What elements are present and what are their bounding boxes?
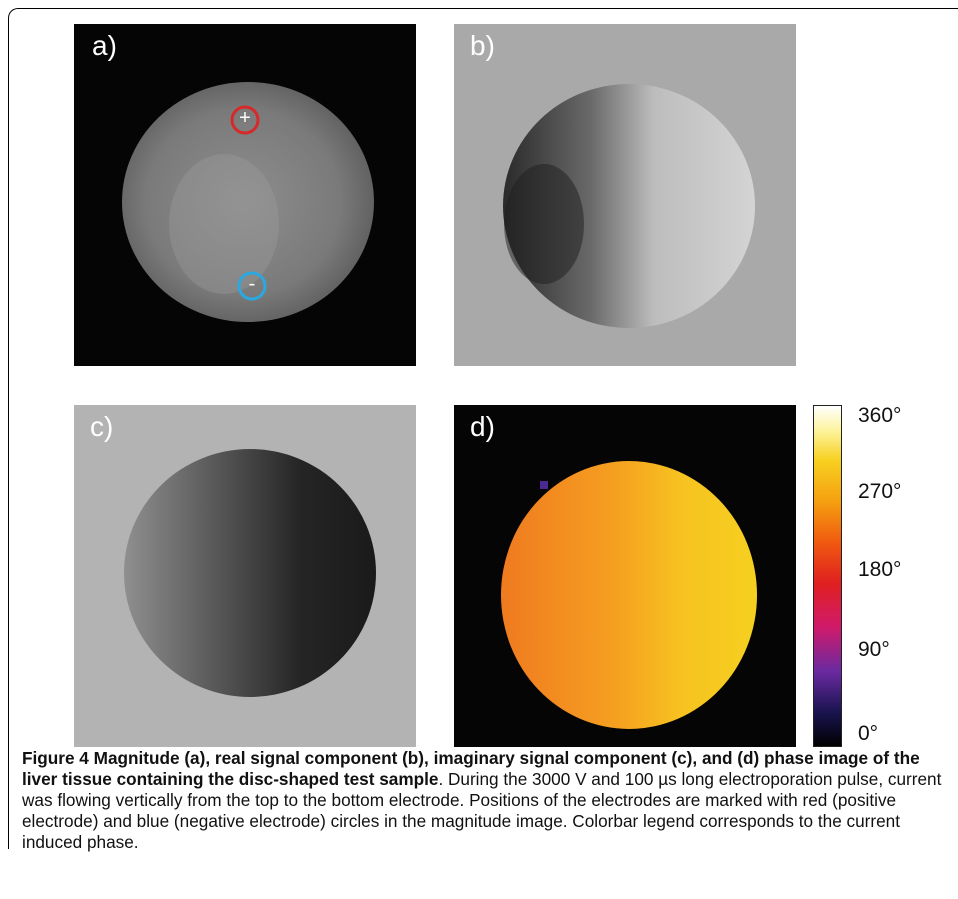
negative-electrode-circle xyxy=(237,271,267,301)
caption-body: . During the 3000 V and 100 µs long elec… xyxy=(22,769,942,852)
colorbar-tick-180: 180° xyxy=(858,558,902,581)
panel-b-label: b) xyxy=(470,30,495,61)
colorbar-tick-360: 360° xyxy=(858,404,902,427)
panel-d-phase: d) xyxy=(454,405,796,747)
positive-electrode-circle xyxy=(230,105,260,135)
caption-title: Figure 4 Magnitude (a), real signal comp… xyxy=(22,748,920,789)
panel-a-magnitude: a) + - xyxy=(74,24,416,366)
panel-b-real-component: b) xyxy=(454,24,796,366)
colorbar-tick-0: 0° xyxy=(858,722,879,745)
panel-c-label: c) xyxy=(90,411,114,442)
colorbar-tick-90: 90° xyxy=(858,638,890,661)
figure-frame xyxy=(8,8,958,849)
figure-caption: Figure 4 Magnitude (a), real signal comp… xyxy=(22,748,942,853)
colorbar-tick-270: 270° xyxy=(858,480,902,503)
panel-d-label: d) xyxy=(470,411,495,442)
positive-electrode-sign: + xyxy=(239,107,251,129)
panel-a-label: a) xyxy=(92,30,117,61)
panel-c-imaginary-component: c) xyxy=(74,405,416,747)
phase-colorbar xyxy=(813,405,842,747)
negative-electrode-sign: - xyxy=(248,273,256,295)
